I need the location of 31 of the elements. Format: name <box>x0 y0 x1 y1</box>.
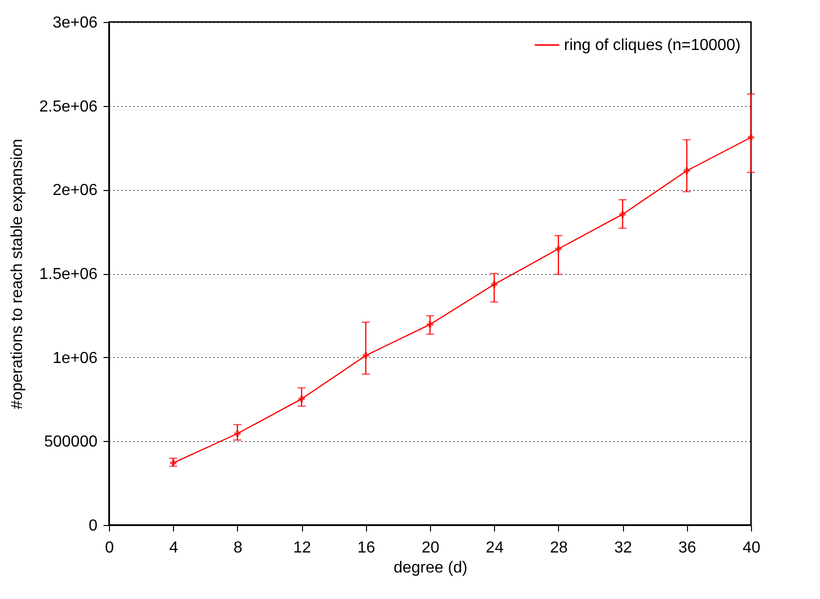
point <box>748 134 754 141</box>
x-tick-label: 40 <box>742 540 760 556</box>
x-tick-label: 36 <box>678 540 696 556</box>
y-tick-label: 3e+06 <box>52 14 98 32</box>
point <box>426 321 434 328</box>
point <box>491 281 498 288</box>
point <box>555 246 562 252</box>
point <box>234 430 241 437</box>
point <box>684 168 690 174</box>
x-tick-label: 32 <box>614 540 632 556</box>
x-tick-label: 12 <box>293 540 312 556</box>
x-tick-label: 16 <box>357 540 376 556</box>
y-tick-label: 2e+06 <box>52 182 98 200</box>
x-tick-label: 8 <box>233 540 242 556</box>
y-tick-label: 500000 <box>44 434 98 451</box>
x-tick-label: 0 <box>105 540 114 556</box>
point <box>619 211 626 218</box>
y-tick-label: 2.5e+06 <box>39 98 98 116</box>
x-tick-label: 4 <box>169 540 178 556</box>
y-tick-label: 1.5e+06 <box>39 266 98 283</box>
x-tick-label: 24 <box>486 540 504 556</box>
x-tick-label: 20 <box>422 540 440 556</box>
point <box>298 396 305 402</box>
y-axis-title: #operations to reach stable expansion <box>9 138 26 410</box>
x-axis-title: degree (d) <box>394 560 468 576</box>
point <box>362 352 369 359</box>
point <box>170 460 176 466</box>
y-tick-label: 1e+06 <box>52 350 98 367</box>
y-tick-label: 0 <box>88 518 98 534</box>
x-tick-label: 28 <box>550 540 568 556</box>
legend-label: ring of cliques (n=10000) <box>564 37 741 54</box>
